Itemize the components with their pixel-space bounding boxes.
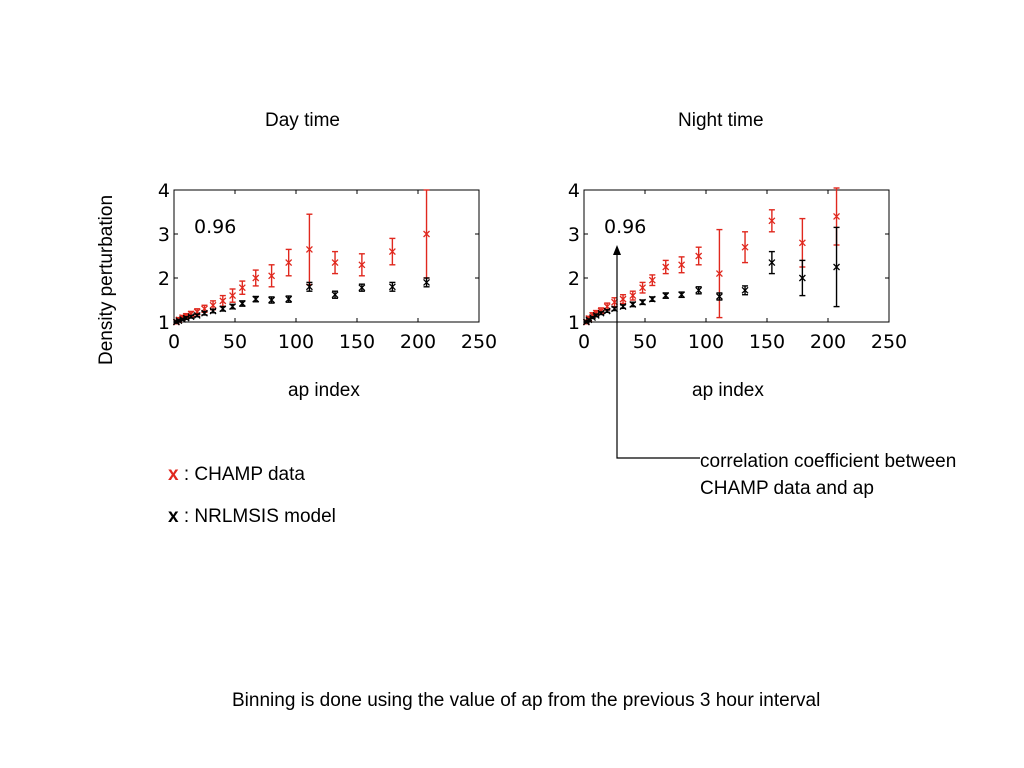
legend-champ-marker: x <box>168 464 179 485</box>
data-point <box>629 292 637 300</box>
y-tick-label: 1 <box>568 312 580 334</box>
x-tick-label: 0 <box>168 331 180 353</box>
data-point <box>648 276 656 284</box>
night-time-title: Night time <box>678 110 764 131</box>
data-point <box>741 286 749 294</box>
y-tick-label: 3 <box>158 224 170 246</box>
data-point <box>268 296 276 304</box>
data-point <box>629 300 637 308</box>
data-point <box>285 259 293 267</box>
correlation-value: 0.96 <box>604 216 646 238</box>
y-tick-label: 4 <box>568 180 580 202</box>
x-tick-label: 0 <box>578 331 590 353</box>
y-tick-label: 3 <box>568 224 580 246</box>
data-point <box>768 259 776 267</box>
legend-model-label: : NRLMSIS model <box>178 506 336 527</box>
data-point <box>388 283 396 291</box>
data-point <box>833 212 840 220</box>
x-tick-label: 50 <box>223 331 247 353</box>
x-tick-label: 200 <box>810 331 846 353</box>
y-tick-label: 4 <box>158 180 170 202</box>
data-point <box>331 259 339 267</box>
data-point <box>238 284 246 292</box>
data-point <box>678 291 686 299</box>
data-point <box>209 307 217 315</box>
correlation-annotation: correlation coefficient between CHAMP da… <box>700 451 957 499</box>
night-x-axis-label: ap index <box>692 380 764 401</box>
x-tick-label: 250 <box>871 331 907 353</box>
data-point <box>833 263 840 271</box>
y-tick-label: 2 <box>568 268 580 290</box>
data-point <box>268 272 276 280</box>
data-point <box>589 314 596 322</box>
data-point <box>715 293 723 300</box>
y-tick-label: 2 <box>158 268 170 290</box>
data-point <box>798 274 806 282</box>
legend-model-marker: x <box>168 506 179 527</box>
x-tick-label: 250 <box>461 331 497 353</box>
data-point <box>285 295 293 303</box>
x-tick-label: 100 <box>688 331 724 353</box>
night-time-plot: 1 2 3 4 0 50 100 150 200 250 0.96 <box>568 180 907 353</box>
data-point <box>331 291 339 299</box>
y-tick-label: 1 <box>158 312 170 334</box>
data-point <box>229 303 237 311</box>
data-point <box>639 298 647 306</box>
data-point <box>662 292 670 300</box>
x-tick-label: 100 <box>278 331 314 353</box>
legend-champ-label: : CHAMP data <box>178 464 305 485</box>
data-point <box>695 252 703 260</box>
data-point <box>252 274 260 282</box>
x-tick-label: 150 <box>339 331 375 353</box>
data-point <box>423 278 430 286</box>
data-point <box>229 292 237 300</box>
data-point <box>619 295 627 303</box>
day-time-plot: 1 2 3 4 0 50 100 150 200 250 0.96 <box>158 180 497 353</box>
data-point <box>592 311 600 319</box>
plot-frame <box>583 189 890 323</box>
data-point <box>741 243 749 251</box>
day-x-axis-label: ap index <box>288 380 360 401</box>
data-point <box>597 309 605 317</box>
data-point <box>423 230 430 238</box>
x-tick-label: 200 <box>400 331 436 353</box>
data-point <box>648 295 656 303</box>
legend-model: x : NRLMSIS model <box>168 506 336 528</box>
data-point <box>662 263 670 271</box>
data-point <box>798 239 806 247</box>
data-point <box>187 313 195 321</box>
data-point <box>358 261 366 269</box>
data-point <box>219 297 227 305</box>
data-point <box>358 284 366 292</box>
data-point <box>388 248 396 256</box>
series-model <box>172 277 430 326</box>
data-point <box>238 300 246 307</box>
data-point <box>678 261 686 269</box>
data-point <box>695 286 703 294</box>
data-point <box>193 311 201 319</box>
data-point <box>639 284 647 292</box>
data-point <box>209 301 217 309</box>
binning-note: Binning is done using the value of ap fr… <box>232 690 821 711</box>
legend-champ: x : CHAMP data <box>168 464 305 486</box>
data-point <box>219 305 227 313</box>
day-time-title: Day time <box>265 110 340 131</box>
data-point <box>603 307 611 315</box>
x-tick-label: 50 <box>633 331 657 353</box>
data-point <box>305 283 313 291</box>
plot-frame <box>173 189 480 323</box>
data-point <box>619 303 627 311</box>
data-point <box>252 295 260 303</box>
x-tick-label: 150 <box>749 331 785 353</box>
data-point <box>715 270 723 278</box>
data-point <box>305 245 313 253</box>
data-point <box>768 217 776 225</box>
data-point <box>201 309 208 317</box>
correlation-value: 0.96 <box>194 216 236 238</box>
